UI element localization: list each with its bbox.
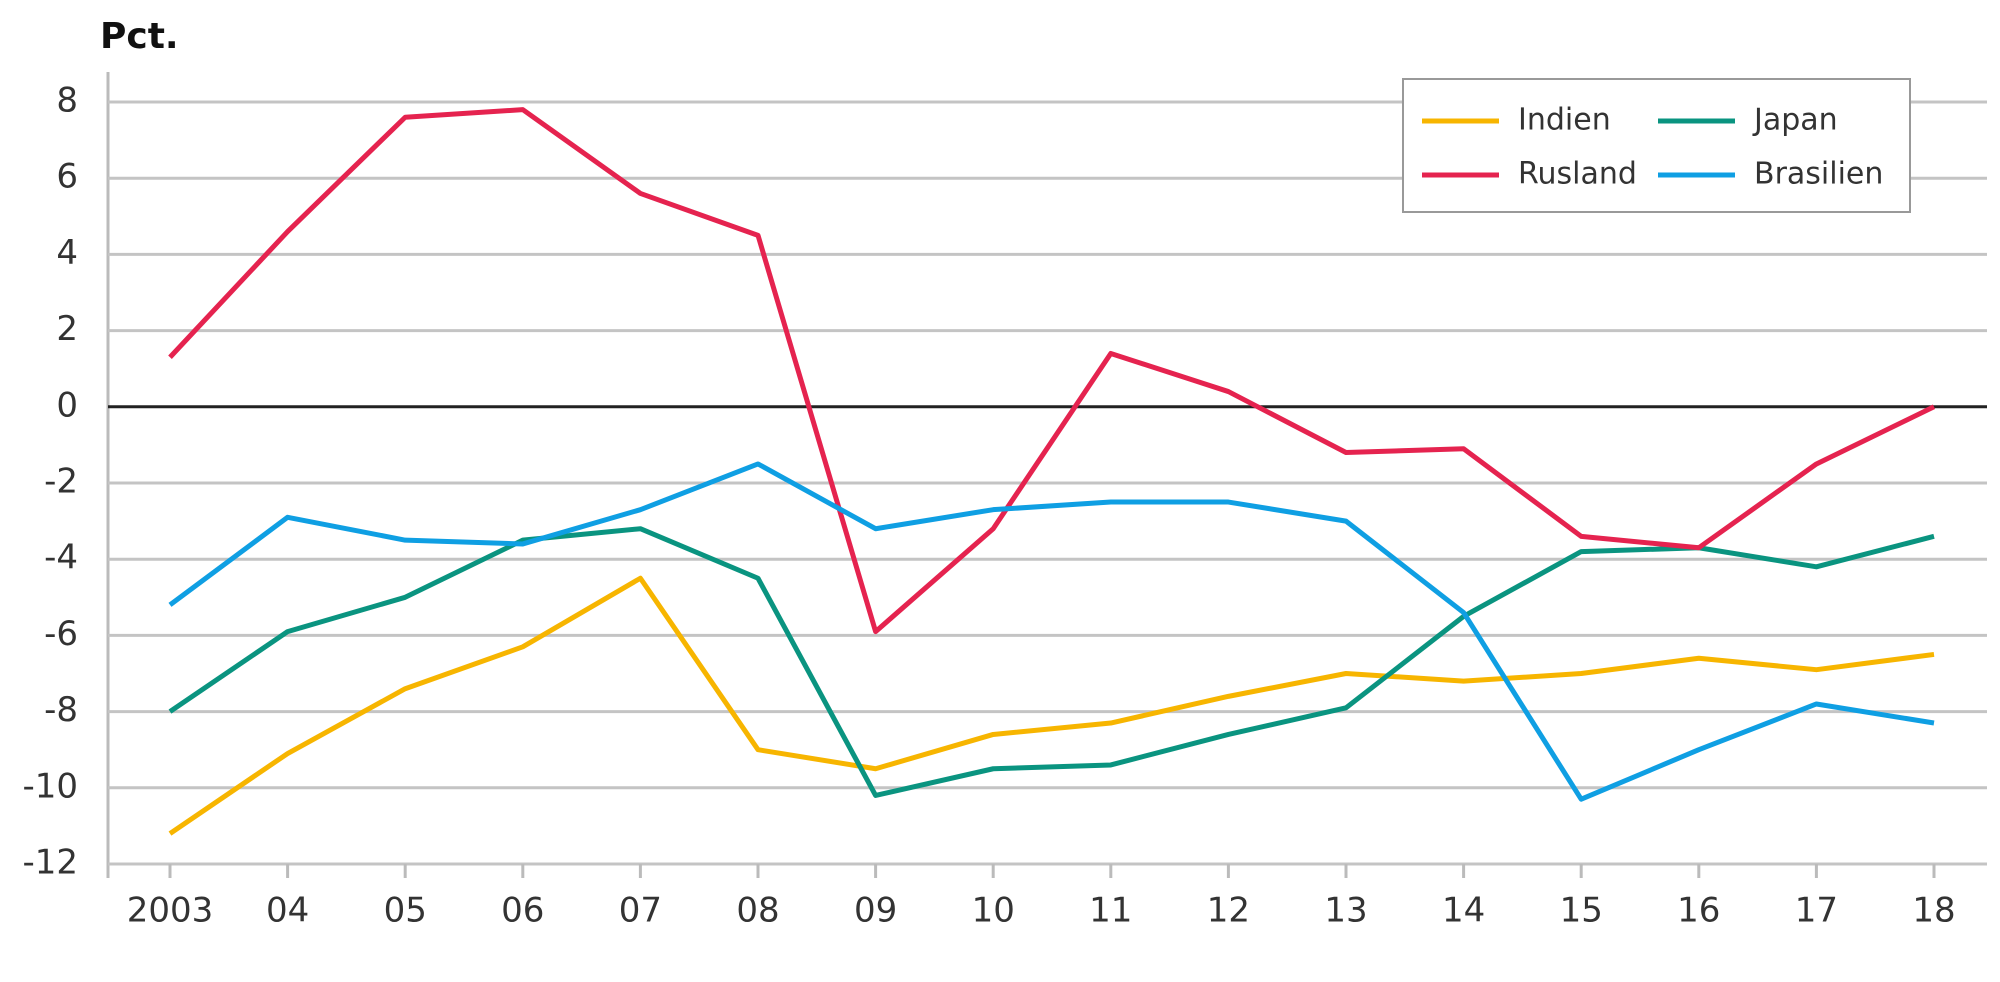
y-tick-label: 2	[56, 309, 78, 349]
x-tick-label: 11	[1089, 891, 1132, 931]
x-tick-label: 08	[736, 891, 779, 931]
y-tick-label: 6	[56, 157, 78, 197]
legend-label: Rusland	[1518, 157, 1637, 192]
legend: Indien Japan Rusland Brasilien	[1402, 78, 1911, 213]
x-tick-label: 05	[384, 891, 427, 931]
legend-label: Brasilien	[1754, 157, 1883, 192]
x-tick-label: 04	[266, 891, 309, 931]
x-tick-label: 13	[1324, 891, 1367, 931]
x-tick-label: 06	[501, 891, 544, 931]
x-tick-label: 07	[619, 891, 662, 931]
legend-label: Indien	[1518, 103, 1611, 138]
x-tick-label: 09	[854, 891, 897, 931]
x-tick-label: 18	[1912, 891, 1955, 931]
y-tick-label: 4	[56, 233, 78, 273]
y-tick-label: -8	[44, 690, 78, 730]
legend-box	[1402, 78, 1911, 213]
y-tick-label: -4	[44, 538, 78, 578]
chart-title: Pct.	[100, 16, 179, 57]
series-line	[168, 461, 1935, 802]
x-tick-label: 14	[1442, 891, 1485, 931]
series-line	[168, 526, 1935, 798]
x-tick-label: 15	[1560, 891, 1603, 931]
y-tick-label: 8	[56, 81, 78, 121]
series-line	[168, 107, 1936, 635]
y-tick-label: 0	[56, 385, 78, 425]
y-tick-label: -6	[44, 614, 78, 654]
legend-label: Japan	[1752, 103, 1838, 138]
x-tick-label: 16	[1677, 891, 1720, 931]
y-tick-label: -2	[44, 462, 78, 502]
x-tick-label: 2003	[127, 891, 214, 931]
y-tick-label: -12	[22, 843, 78, 883]
x-tick-label: 12	[1207, 891, 1250, 931]
series-line	[168, 575, 1935, 836]
x-tick-label: 10	[972, 891, 1015, 931]
x-tick-label: 17	[1795, 891, 1838, 931]
y-tick-label: -10	[22, 766, 78, 806]
